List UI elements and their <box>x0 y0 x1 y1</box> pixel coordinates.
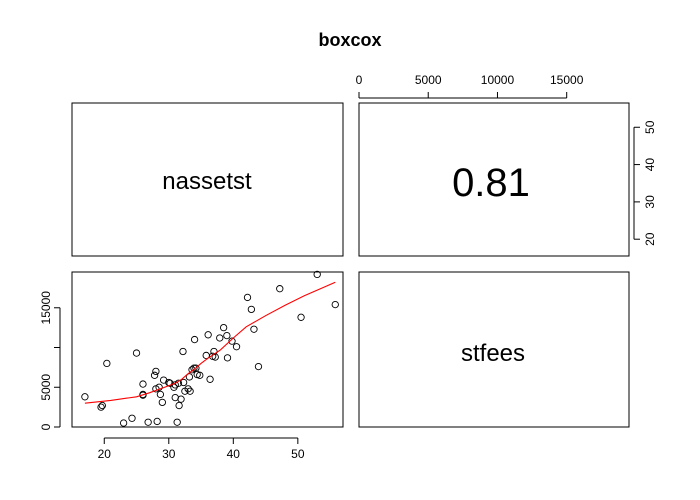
right-tick-label: 20 <box>643 232 657 246</box>
x-tick-label: 20 <box>98 447 112 461</box>
data-point <box>186 387 194 395</box>
panel-nassetst-label <box>71 102 344 257</box>
data-point <box>232 343 241 351</box>
data-point <box>150 371 159 379</box>
x-tick-label: 40 <box>227 447 241 461</box>
panel-scatter <box>71 271 344 428</box>
data-point <box>190 364 198 372</box>
scatter-points <box>81 270 339 427</box>
y-tick-label: 5000 <box>39 374 53 401</box>
data-point <box>166 379 174 387</box>
data-point <box>297 313 305 321</box>
top-tick-label: 10000 <box>481 73 515 87</box>
data-point <box>254 362 263 371</box>
data-point <box>196 371 204 379</box>
data-point <box>331 300 339 309</box>
data-point <box>188 366 196 374</box>
data-point <box>158 398 166 407</box>
data-point <box>204 331 212 339</box>
data-point <box>152 367 160 376</box>
x-tick-label: 30 <box>162 447 176 461</box>
y-tick-label: 15000 <box>39 291 53 325</box>
variable-label-stfees: stfees <box>461 340 525 367</box>
smooth-line <box>84 281 336 404</box>
data-point <box>81 393 89 401</box>
top-tick-label: 5000 <box>415 73 442 87</box>
data-point <box>184 385 192 393</box>
top-tick-label: 0 <box>356 73 363 87</box>
data-point <box>103 359 111 368</box>
data-point <box>250 325 258 333</box>
data-point <box>155 383 163 391</box>
correlation-value: 0.81 <box>452 161 530 205</box>
data-point <box>177 395 185 403</box>
panel-stfees-label <box>358 271 630 428</box>
data-point <box>156 390 165 399</box>
data-point <box>175 401 183 410</box>
data-point <box>139 380 147 388</box>
data-point <box>98 401 106 410</box>
smooth-line-group <box>84 281 336 404</box>
data-point <box>97 403 105 411</box>
data-point <box>153 417 161 426</box>
data-point <box>119 419 128 427</box>
data-point <box>228 337 236 345</box>
right-tick-label: 30 <box>643 195 657 209</box>
y-tick-label: 0 <box>39 423 53 430</box>
data-point <box>219 323 228 332</box>
plot-title: boxcox <box>318 30 381 50</box>
data-point <box>206 375 214 383</box>
data-point <box>139 390 147 399</box>
x-tick-label: 50 <box>291 447 305 461</box>
axes: 20 30 40 50 0 5000 15000 0 5000 10000 15000 20 30 40 5… <box>39 73 657 461</box>
data-point <box>223 354 232 362</box>
data-point <box>247 305 256 314</box>
data-point <box>132 349 141 357</box>
data-point <box>190 335 199 344</box>
data-point <box>185 373 194 381</box>
right-tick-label: 40 <box>643 158 657 172</box>
data-point <box>243 293 252 302</box>
right-tick-label: 50 <box>643 120 657 134</box>
data-point <box>144 418 152 426</box>
variable-label-nassetst: nassetst <box>162 168 252 195</box>
data-point <box>128 414 136 422</box>
data-point <box>223 331 231 340</box>
panel-correlation <box>358 102 630 257</box>
data-point <box>313 270 321 279</box>
data-point <box>179 378 188 387</box>
data-point <box>173 418 181 426</box>
data-point <box>276 285 284 293</box>
data-point <box>216 334 224 342</box>
top-tick-label: 15000 <box>550 73 584 87</box>
data-point <box>179 347 187 356</box>
